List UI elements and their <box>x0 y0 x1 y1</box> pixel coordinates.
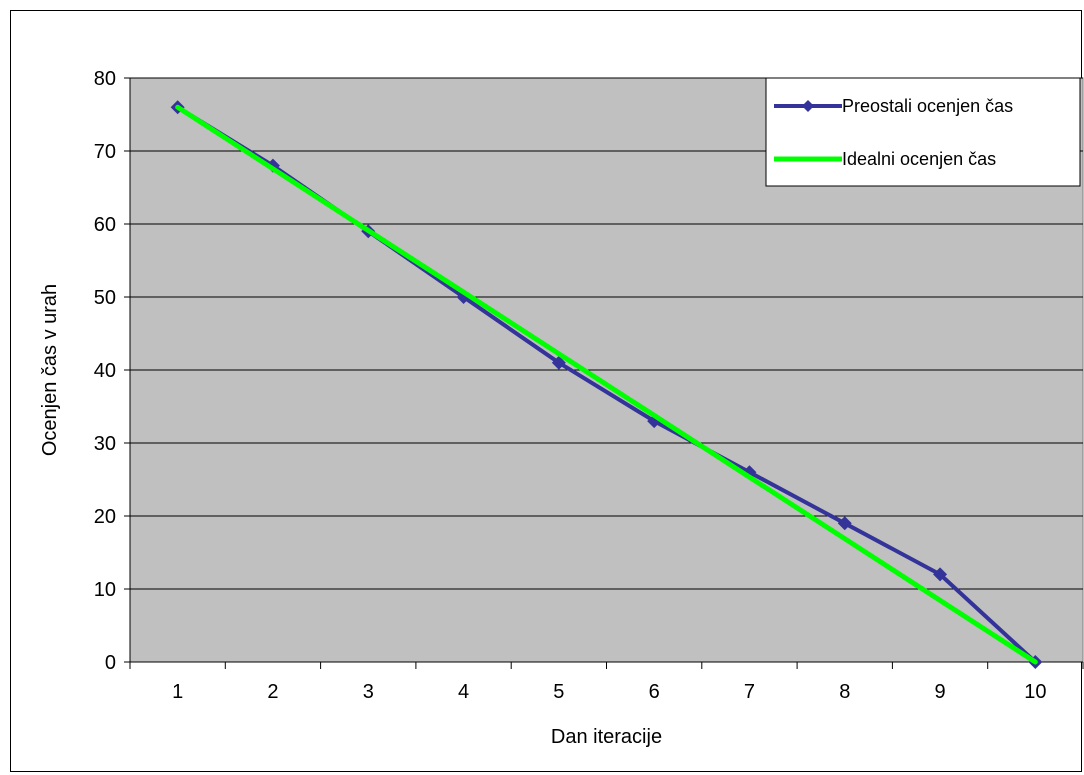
y-tick-label: 20 <box>94 506 116 528</box>
data-point <box>551 355 566 370</box>
y-tick-label: 70 <box>94 141 116 163</box>
legend-label: Preostali ocenjen čas <box>842 96 1013 116</box>
y-tick-label: 60 <box>94 214 116 236</box>
series-line <box>175 104 1038 665</box>
x-tick-label: 7 <box>744 681 755 703</box>
y-tick-label: 40 <box>94 360 116 382</box>
legend: Preostali ocenjen čas Idealni ocenjen čas <box>765 77 1081 187</box>
x-tick-label: 2 <box>267 681 278 703</box>
y-tick-label: 30 <box>94 433 116 455</box>
y-axis-ticks: 0 10 20 30 40 50 60 70 80 <box>94 68 130 674</box>
y-axis-title: Ocenjen čas v urah <box>39 284 61 456</box>
x-tick-label: 9 <box>934 681 945 703</box>
x-axis-title: Dan iteracije <box>551 726 662 748</box>
y-tick-label: 50 <box>94 287 116 309</box>
x-tick-label: 5 <box>553 681 564 703</box>
data-point <box>837 516 852 531</box>
series-layer <box>170 100 1043 669</box>
x-tick-label: 3 <box>363 681 374 703</box>
y-tick-label: 80 <box>94 68 116 90</box>
legend-label: Idealni ocenjen čas <box>842 149 996 169</box>
x-tick-label: 6 <box>649 681 660 703</box>
y-tick-label: 0 <box>105 652 116 674</box>
x-tick-label: 4 <box>458 681 469 703</box>
legend-marker <box>802 100 814 112</box>
legend-box <box>765 77 1081 187</box>
x-axis-ticks: 1 2 3 4 5 6 7 8 9 10 <box>129 662 1084 703</box>
y-tick-label: 10 <box>94 579 116 601</box>
x-tick-label: 1 <box>172 681 183 703</box>
x-tick-label: 8 <box>839 681 850 703</box>
x-tick-label: 10 <box>1024 681 1046 703</box>
data-point <box>933 567 948 582</box>
